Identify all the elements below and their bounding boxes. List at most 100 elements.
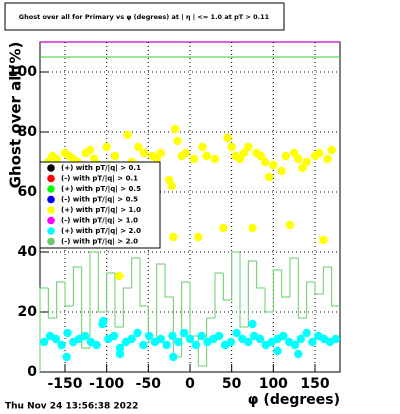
- x-tick-label: 150: [300, 376, 329, 392]
- histogram-step: [106, 272, 115, 312]
- histogram-step: [131, 257, 140, 288]
- data-point: [248, 319, 257, 329]
- data-point: [269, 160, 278, 170]
- data-point: [323, 154, 332, 164]
- histogram-step: [297, 258, 307, 319]
- data-point: [39, 337, 49, 347]
- histogram-step: [206, 317, 215, 366]
- data-point: [214, 331, 224, 341]
- title-box: [4, 2, 285, 31]
- data-point: [314, 148, 324, 158]
- legend-label: (-) with pT/|q| > 0.5: [61, 196, 138, 205]
- data-point: [219, 223, 228, 233]
- legend-marker: [47, 237, 55, 246]
- histogram-step: [97, 252, 107, 313]
- data-point: [92, 340, 101, 350]
- legend-label: (+) with pT/|q| > 2.0: [61, 227, 141, 236]
- x-tick-label: -100: [89, 376, 124, 392]
- data-point: [289, 148, 299, 158]
- data-point: [235, 154, 245, 164]
- histogram-step: [39, 287, 49, 372]
- histogram-step: [281, 270, 290, 298]
- y-tick-label: 80: [18, 124, 38, 140]
- legend-marker: [47, 185, 55, 193]
- data-point: [99, 316, 108, 326]
- data-point: [57, 340, 66, 350]
- x-tick-label: -150: [47, 376, 82, 392]
- data-point: [194, 232, 203, 242]
- data-point: [144, 331, 154, 341]
- data-point: [281, 151, 291, 161]
- data-point: [63, 328, 72, 338]
- data-point: [327, 145, 336, 155]
- data-point: [260, 157, 270, 167]
- histogram-step: [322, 266, 332, 294]
- legend-label: (+) with pT/|q| > 0.5: [61, 185, 141, 194]
- legend-marker: [47, 216, 55, 225]
- histogram-step: [306, 281, 315, 318]
- data-point: [109, 331, 119, 341]
- data-point: [115, 349, 125, 359]
- legend-marker: [47, 227, 55, 235]
- legend-label: (-) with pT/|q| > 1.0: [61, 217, 138, 226]
- data-point: [102, 142, 111, 152]
- data-point: [319, 235, 328, 245]
- histogram-step: [231, 251, 240, 300]
- data-point: [174, 337, 183, 347]
- data-point: [156, 334, 166, 344]
- histogram-step: [81, 267, 90, 349]
- data-point: [198, 142, 207, 152]
- histogram-step: [314, 282, 324, 295]
- data-point: [248, 223, 257, 233]
- data-point: [285, 220, 295, 230]
- data-point: [302, 157, 311, 167]
- histogram-step: [331, 267, 340, 307]
- data-point: [127, 334, 136, 344]
- histogram-step: [272, 269, 282, 312]
- data-point: [294, 349, 303, 359]
- data-point: [156, 148, 166, 158]
- legend-label: (-) with pT/|q| > 2.0: [61, 238, 138, 247]
- data-point: [226, 337, 236, 347]
- legend-box: [39, 161, 161, 249]
- data-point: [302, 328, 311, 338]
- x-tick-label: 50: [222, 376, 242, 392]
- histogram-step: [122, 287, 132, 327]
- histogram-step: [56, 281, 65, 318]
- legend-marker: [47, 206, 55, 214]
- legend-label: (+) with pT/|q| > 1.0: [61, 206, 141, 215]
- data-point: [167, 181, 176, 191]
- data-point: [290, 340, 300, 350]
- histogram-step: [214, 272, 224, 318]
- data-point: [134, 142, 143, 152]
- data-point: [185, 334, 195, 344]
- y-tick-label: 100: [8, 64, 37, 80]
- data-point: [232, 328, 241, 338]
- data-point: [279, 331, 288, 341]
- legend-marker: [47, 164, 55, 172]
- footer-date: Thu Nov 24 13:56:38 2022: [5, 402, 138, 412]
- data-point: [202, 151, 211, 161]
- legend-label: (+) with pT/|q| > 0.1: [61, 164, 141, 173]
- data-point: [256, 151, 266, 161]
- y-tick-label: 20: [18, 304, 38, 320]
- histogram-step: [239, 252, 249, 328]
- data-point: [114, 271, 124, 281]
- legend-marker: [47, 195, 55, 204]
- x-tick-label: 0: [185, 376, 195, 392]
- data-point: [110, 151, 120, 161]
- data-point: [244, 337, 253, 347]
- x-tick-label: 100: [259, 376, 288, 392]
- histogram-step: [47, 288, 57, 319]
- data-point: [170, 124, 180, 134]
- histogram-step: [247, 260, 257, 327]
- data-point: [227, 142, 236, 152]
- data-point: [223, 133, 232, 143]
- data-point: [62, 352, 71, 362]
- data-point: [173, 136, 182, 146]
- data-point: [296, 334, 306, 344]
- data-point: [331, 334, 341, 344]
- data-point: [123, 130, 132, 140]
- x-tick-label: -50: [136, 376, 162, 392]
